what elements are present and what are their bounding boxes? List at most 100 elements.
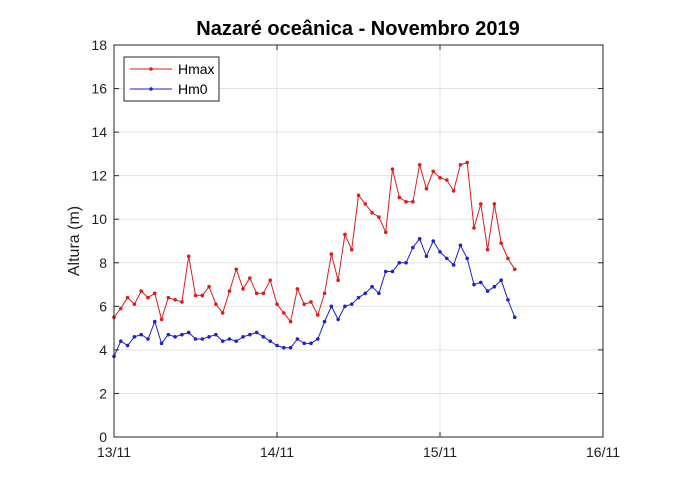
data-point-hmax: [139, 289, 143, 293]
data-point-hmax: [336, 278, 340, 283]
data-point-hm0: [322, 319, 327, 324]
data-point-hmax: [329, 252, 334, 256]
data-point-hm0: [166, 332, 171, 337]
data-point-hm0: [227, 337, 232, 341]
x-tick-label: 14/11: [260, 444, 294, 460]
data-point-hmax: [241, 287, 245, 291]
data-point-hmax: [411, 200, 415, 204]
data-point-hmax: [343, 232, 347, 237]
data-point-hm0: [465, 256, 469, 261]
data-point-hm0: [309, 341, 313, 346]
data-point-hm0: [146, 337, 150, 341]
data-point-hmax: [200, 293, 205, 298]
legend-hmax-label: Hmax: [178, 61, 215, 77]
data-point-hm0: [261, 335, 266, 339]
data-point-hmax: [152, 291, 157, 296]
data-point-hm0: [268, 339, 273, 343]
data-point-hm0: [139, 332, 143, 337]
data-point-hmax: [349, 247, 354, 252]
data-point-hm0: [248, 332, 252, 337]
data-point-hmax: [424, 186, 429, 191]
data-point-hm0: [220, 339, 225, 343]
y-tick-label: 2: [99, 385, 107, 401]
x-axis: 13/11 14/11 15/11 16/11: [97, 45, 620, 460]
data-point-hmax: [282, 311, 286, 315]
legend-hm0-marker: [149, 87, 153, 91]
data-point-hmax: [506, 256, 510, 261]
y-tick-label: 0: [99, 429, 107, 445]
data-point-hm0: [125, 343, 130, 348]
data-point-hm0: [173, 335, 177, 339]
data-point-hmax: [159, 317, 164, 322]
data-point-hm0: [512, 315, 517, 320]
y-tick-label: 10: [91, 211, 107, 227]
data-point-hm0: [451, 263, 456, 267]
grid: [113, 44, 604, 438]
data-point-hm0: [207, 335, 211, 339]
data-point-hmax: [397, 195, 402, 200]
data-point-hmax: [472, 226, 476, 230]
data-point-hmax: [322, 291, 327, 296]
data-point-hm0: [329, 304, 334, 309]
data-point-hm0: [254, 330, 259, 335]
data-point-hm0: [315, 337, 320, 341]
data-point-hm0: [295, 337, 300, 341]
x-tick-label: 16/11: [586, 444, 620, 460]
legend-hmax-marker: [149, 67, 153, 71]
series-line-hmax: [113, 161, 516, 323]
y-tick-label: 6: [99, 298, 107, 314]
data-point-hmax: [438, 176, 442, 180]
data-point-hmax: [275, 302, 279, 306]
data-point-hm0: [499, 278, 503, 283]
data-point-hmax: [370, 210, 374, 215]
data-point-hm0: [349, 302, 354, 306]
data-point-hm0: [356, 295, 361, 300]
data-point-hmax: [234, 267, 239, 272]
data-point-hmax: [302, 302, 306, 306]
data-point-hm0: [363, 291, 368, 296]
series-hm0: [112, 237, 517, 359]
data-point-hm0: [411, 245, 415, 250]
data-point-hm0: [404, 260, 408, 265]
data-point-hm0: [424, 254, 429, 259]
legend-hm0-label: Hm0: [178, 81, 208, 97]
data-point-hmax: [315, 313, 320, 317]
y-tick-label: 14: [91, 124, 107, 140]
data-point-hmax: [445, 178, 449, 182]
data-point-hmax: [478, 202, 483, 206]
data-point-hm0: [200, 337, 205, 341]
data-point-hm0: [343, 304, 347, 309]
data-point-hm0: [288, 345, 293, 350]
data-point-hm0: [186, 330, 191, 335]
x-tick-label: 15/11: [423, 444, 457, 460]
data-point-hm0: [282, 345, 286, 350]
plot-frame: [113, 44, 604, 438]
data-point-hmax: [512, 267, 517, 272]
data-point-hm0: [214, 332, 218, 337]
legend: Hmax Hm0: [123, 56, 220, 102]
data-point-hmax: [288, 319, 293, 324]
data-point-hmax: [404, 200, 408, 204]
y-tick-label: 16: [91, 81, 107, 97]
data-point-hmax: [356, 193, 361, 198]
y-axis: 0 2 4 6 8 10 12 14 16 18: [91, 37, 603, 445]
data-point-hm0: [458, 243, 463, 248]
data-point-hmax: [132, 302, 137, 306]
data-point-hm0: [370, 284, 374, 289]
data-point-hmax: [220, 311, 225, 315]
data-point-hmax: [227, 289, 232, 293]
data-point-hmax: [118, 306, 123, 311]
y-tick-label: 8: [99, 255, 107, 271]
data-point-hmax: [431, 169, 436, 174]
data-point-hm0: [485, 289, 490, 293]
data-point-hmax: [309, 300, 313, 304]
data-point-hmax: [451, 189, 456, 193]
legend-box: [123, 56, 220, 102]
data-point-hmax: [465, 160, 469, 165]
data-point-hmax: [125, 295, 130, 300]
series-hmax: [112, 160, 517, 324]
data-point-hmax: [268, 278, 273, 283]
data-point-hmax: [248, 276, 252, 280]
data-point-hm0: [193, 337, 198, 341]
